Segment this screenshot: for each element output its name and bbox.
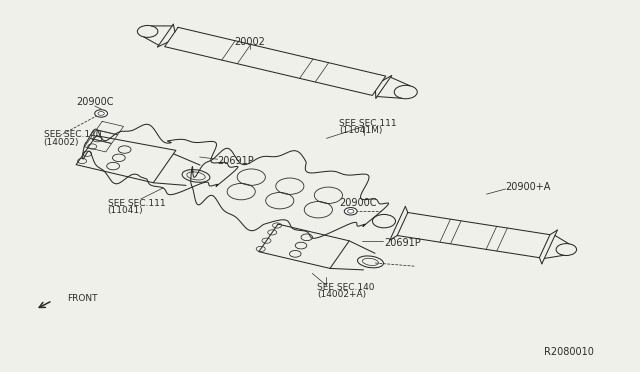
Circle shape (344, 208, 357, 215)
Text: SEE SEC.140: SEE SEC.140 (317, 283, 374, 292)
Text: (11041): (11041) (108, 206, 143, 215)
Text: SEE SEC.111: SEE SEC.111 (339, 119, 397, 128)
Circle shape (95, 110, 108, 117)
Text: (14002): (14002) (44, 138, 79, 147)
Text: R2080010: R2080010 (544, 347, 594, 356)
Text: 20900C: 20900C (339, 199, 377, 208)
Text: SEE SEC.111: SEE SEC.111 (108, 199, 165, 208)
Text: 20900+A: 20900+A (506, 182, 551, 192)
Text: 20691P: 20691P (218, 157, 254, 166)
Text: SEE SEC.140: SEE SEC.140 (44, 130, 101, 139)
Text: 20002: 20002 (234, 37, 265, 46)
Text: 20900C: 20900C (76, 97, 113, 107)
Text: 20691P: 20691P (384, 238, 420, 247)
Text: FRONT: FRONT (67, 294, 98, 303)
Text: (14002+A): (14002+A) (317, 290, 366, 299)
Text: (11041M): (11041M) (339, 126, 383, 135)
